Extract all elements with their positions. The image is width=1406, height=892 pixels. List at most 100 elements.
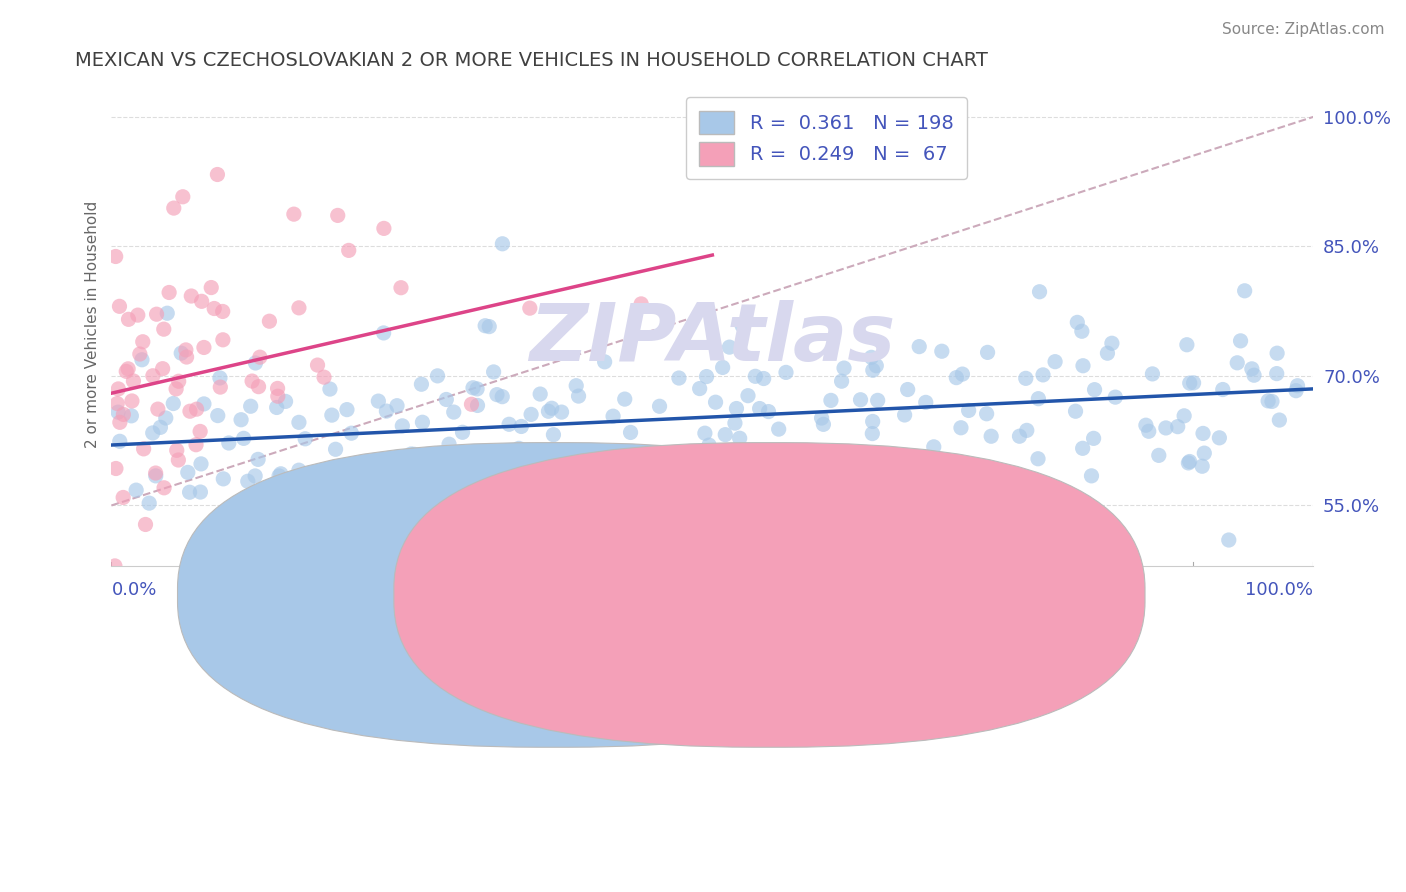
Point [1028,285,1050,299]
Point [325,495,347,509]
Point [748,401,770,416]
Point [319,382,342,396]
Point [312,370,335,384]
Point [108,299,131,313]
Text: Source: ZipAtlas.com: Source: ZipAtlas.com [1222,22,1385,37]
Text: MEXICAN VS CZECHOSLOVAKIAN 2 OR MORE VEHICLES IN HOUSEHOLD CORRELATION CHART: MEXICAN VS CZECHOSLOVAKIAN 2 OR MORE VEH… [76,51,988,70]
Point [434,392,457,407]
Point [475,462,498,476]
Point [146,402,169,417]
Point [714,427,737,442]
Point [212,472,235,486]
Point [1233,284,1256,298]
Point [176,350,198,364]
Point [1285,384,1308,398]
Point [190,457,212,471]
Point [105,396,128,410]
Point [232,431,254,445]
Point [628,485,651,500]
Point [283,207,305,221]
Point [893,408,915,422]
Point [498,417,520,432]
Point [104,250,127,264]
Point [619,425,641,440]
Point [339,516,361,530]
Point [177,466,200,480]
Point [768,422,790,436]
Point [976,345,998,359]
Point [367,394,389,409]
Point [1240,362,1263,376]
Point [725,110,748,124]
Point [202,301,225,316]
Point [305,469,328,483]
Point [172,190,194,204]
Point [1265,367,1288,381]
Point [1226,356,1249,370]
Point [952,367,974,381]
Point [167,374,190,388]
Point [336,402,359,417]
Point [775,365,797,379]
Point [294,432,316,446]
Point [270,467,292,481]
Point [163,201,186,215]
Point [243,469,266,483]
Point [266,381,288,395]
Point [1104,390,1126,404]
Point [1286,378,1309,392]
Point [731,318,754,333]
Point [550,405,572,419]
Point [1071,442,1094,456]
Point [127,308,149,322]
Point [1070,324,1092,338]
Point [1175,337,1198,351]
Point [485,387,508,401]
Point [1178,454,1201,468]
Point [125,483,148,498]
Point [752,371,775,385]
Point [758,404,780,418]
Point [565,378,588,392]
Point [1178,376,1201,390]
Point [1173,409,1195,423]
Point [449,466,471,480]
Point [145,468,167,483]
Point [977,493,1000,508]
Point [117,361,139,376]
Point [820,393,842,408]
Point [107,405,129,419]
Point [1229,334,1251,348]
Point [831,374,853,388]
Point [540,401,562,416]
Point [1043,354,1066,368]
Point [174,343,197,357]
Point [491,236,513,251]
Point [973,466,995,480]
Point [668,371,690,385]
Point [207,409,229,423]
Point [489,513,512,527]
Point [1015,423,1038,437]
Point [107,382,129,396]
Point [716,448,738,462]
Point [321,408,343,422]
Point [1167,419,1189,434]
Point [1026,451,1049,466]
Point [249,350,271,364]
Point [337,244,360,258]
Point [132,334,155,349]
Point [131,352,153,367]
Point [567,389,589,403]
Point [411,415,433,429]
Point [1182,376,1205,390]
Point [602,409,624,424]
Point [1028,392,1050,406]
Point [239,399,262,413]
Point [613,392,636,406]
Point [179,485,201,500]
Point [1208,431,1230,445]
Point [120,409,142,423]
Point [157,285,180,300]
Point [193,397,215,411]
